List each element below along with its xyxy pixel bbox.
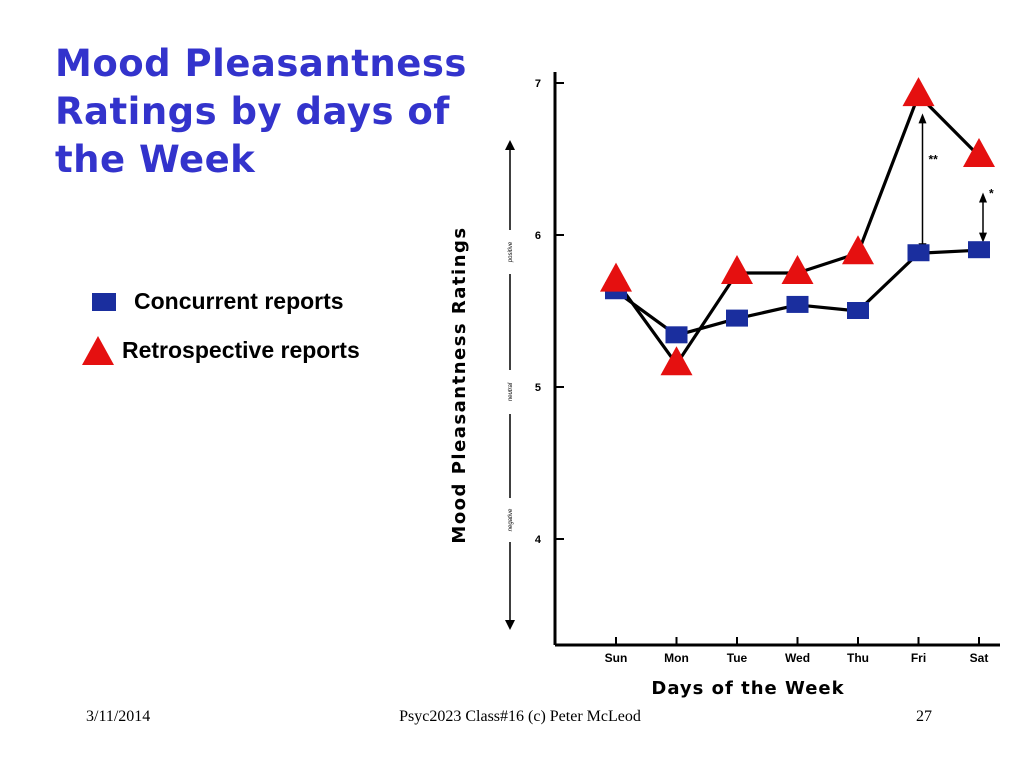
y-tick-label: 7 (535, 78, 541, 90)
side-scale-gap (504, 498, 516, 542)
x-tick-label: Sat (970, 651, 989, 665)
retrospective-point (660, 346, 693, 376)
arrow-down-icon (979, 232, 987, 243)
concurrent-point (968, 241, 990, 259)
x-tick-label: Sun (605, 651, 628, 665)
side-scale-gap (504, 230, 516, 274)
x-tick-label: Thu (847, 651, 869, 665)
slide-title-line-2: Ratings by days of (55, 90, 450, 133)
concurrent-point (907, 244, 930, 262)
footer-date: 3/11/2014 (86, 708, 151, 725)
footer-center: Psyc2023 Class#16 (c) Peter McLeod (399, 708, 641, 725)
retrospective-point (902, 77, 935, 107)
retrospective-point (781, 255, 814, 284)
significance-label: ** (929, 152, 939, 166)
concurrent-point (786, 295, 809, 313)
x-tick-label: Wed (785, 651, 810, 665)
retrospective-point (842, 235, 874, 265)
significance-label: * (989, 187, 994, 201)
chart-lines (614, 93, 987, 366)
side-scale-label: positive (508, 241, 514, 263)
y-tick-label: 5 (535, 382, 541, 394)
y-axis-title: Mood Pleasantness Ratings (449, 226, 470, 543)
arrow-up-icon (505, 140, 515, 150)
retrospective-point (600, 262, 632, 292)
legend-item-retrospective: Retrospective reports (82, 336, 360, 365)
arrow-down-icon (505, 620, 515, 630)
slide-title-line-3: the Week (55, 138, 256, 181)
legend-item-concurrent: Concurrent reports (92, 288, 344, 315)
arrow-up-icon (918, 113, 927, 124)
series-line (614, 93, 981, 366)
slide-title: Mood Pleasantness Ratings by days of the… (55, 40, 495, 184)
side-scale-label: negative (508, 508, 514, 531)
arrow-up-icon (979, 192, 987, 203)
concurrent-point (665, 326, 688, 344)
retrospective-point (721, 255, 753, 284)
concurrent-point (726, 309, 748, 327)
x-tick-label: Tue (727, 651, 748, 665)
x-tick-label: Mon (664, 651, 689, 665)
y-tick-label: 4 (535, 534, 542, 546)
x-axis-title: Days of the Week (651, 678, 844, 699)
footer-page-number: 27 (916, 708, 932, 725)
x-tick-label: Fri (911, 651, 926, 665)
square-marker-icon (92, 292, 116, 311)
legend-label-retrospective: Retrospective reports (122, 337, 360, 363)
retrospective-point (963, 137, 995, 167)
side-scale-label: neutral (508, 382, 514, 401)
chart-labels: 4 5 6 7 Sun Mon Tue Wed Thu Fri Sat Days of the Wee… (449, 78, 994, 699)
y-tick-label: 6 (535, 230, 541, 242)
chart-markers (600, 77, 995, 376)
chart-axes (504, 72, 1000, 647)
legend-label-concurrent: Concurrent reports (134, 288, 344, 314)
side-scale-gap (504, 370, 516, 414)
concurrent-point (847, 302, 869, 319)
triangle-marker-icon (82, 336, 114, 365)
slide-title-line-1: Mood Pleasantness (55, 42, 467, 85)
